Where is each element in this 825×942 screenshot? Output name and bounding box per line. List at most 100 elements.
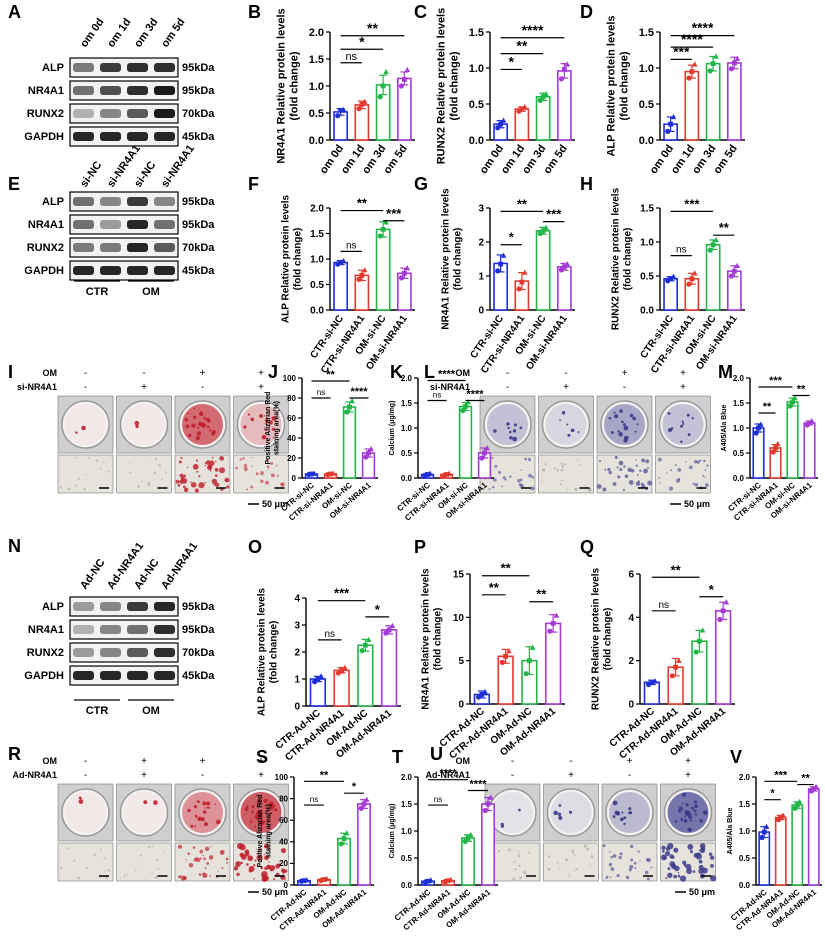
- chart-G: G 0 1 2 3 NR4A1 Relative protein levels (fold …: [414, 174, 575, 376]
- data-point: [361, 267, 368, 273]
- micrograph-speckle: [239, 852, 245, 858]
- micrograph-speckle: [251, 456, 253, 459]
- micrograph-speckle: [609, 851, 611, 853]
- data-point: [710, 242, 716, 248]
- stain-speckle: [134, 420, 140, 426]
- blot-strip: [69, 103, 179, 124]
- stain-speckle: [143, 800, 148, 805]
- protein-band: [127, 266, 148, 275]
- stain-speckle: [207, 419, 211, 423]
- micrograph-speckle: [674, 464, 677, 466]
- micrograph-speckle: [103, 871, 106, 873]
- micrograph-speckle: [710, 875, 717, 882]
- stain-speckle: [206, 425, 210, 429]
- stain-speckle: [269, 801, 274, 806]
- stain-speckle: [259, 414, 263, 418]
- stain-speckle: [636, 423, 639, 426]
- stain-speckle: [618, 431, 623, 437]
- stain-speckle: [614, 414, 619, 419]
- y-tick-label: 0: [458, 700, 464, 711]
- y-axis-label: (fold change): [433, 608, 444, 671]
- well-stain: [123, 792, 165, 833]
- data-point: [558, 76, 565, 82]
- micrograph-speckle: [204, 846, 210, 852]
- data-point: [404, 265, 411, 271]
- micrograph-speckle: [260, 471, 264, 476]
- micrograph-speckle: [663, 856, 667, 860]
- stain-speckle: [680, 440, 683, 444]
- data-point: [335, 113, 341, 119]
- stain-speckle: [614, 810, 619, 815]
- significance-label: ns: [310, 795, 318, 804]
- micrograph-speckle: [605, 876, 608, 879]
- y-tick-label: 2.0: [401, 773, 413, 782]
- panel-letter: A: [8, 2, 21, 22]
- micrograph-speckle: [639, 469, 642, 473]
- micrograph-speckle: [199, 849, 204, 854]
- data-point: [465, 399, 471, 405]
- micrograph-speckle: [528, 851, 531, 854]
- micrograph-speckle: [155, 858, 159, 861]
- data-point: [389, 622, 396, 629]
- micrograph-speckle: [103, 461, 105, 464]
- stain-speckle: [78, 799, 84, 804]
- micrograph-speckle: [221, 867, 224, 870]
- data-point: [699, 627, 706, 633]
- stain-speckle: [196, 431, 202, 436]
- micrograph-speckle: [617, 475, 621, 479]
- micrograph-speckle: [502, 476, 506, 480]
- micrograph-speckle: [211, 456, 214, 459]
- micrograph-speckle: [75, 484, 78, 487]
- stain-speckle: [694, 804, 698, 809]
- panel-letter: H: [580, 174, 593, 194]
- micrograph-speckle: [645, 459, 650, 464]
- y-axis-label: staining area(%): [273, 401, 280, 455]
- blot-strip: [69, 214, 179, 235]
- micrograph-speckle: [204, 481, 206, 484]
- kda-label: 95kDa: [182, 85, 215, 97]
- data-point: [696, 638, 702, 644]
- y-tick-label: 1.0: [639, 63, 654, 75]
- y-tick-label: 2: [478, 238, 484, 249]
- micrograph-speckle: [493, 478, 497, 482]
- micrograph-speckle: [564, 858, 568, 862]
- om-sign: -: [506, 368, 509, 379]
- significance-label: **: [801, 773, 810, 785]
- treatment-sign: -: [623, 382, 626, 393]
- micrograph-speckle: [158, 464, 161, 467]
- micrograph-speckle: [686, 868, 692, 875]
- micrograph-speckle: [518, 855, 521, 858]
- micrograph-speckle: [630, 468, 635, 473]
- y-tick-label: 1.5: [310, 229, 324, 240]
- micrograph-speckle: [590, 865, 592, 867]
- stain-speckle: [243, 425, 247, 429]
- kda-label: 95kDa: [182, 196, 215, 208]
- data-point: [691, 270, 698, 276]
- micrograph-speckle: [575, 868, 578, 871]
- stain-speckle: [613, 411, 616, 414]
- micrograph-speckle: [198, 873, 202, 876]
- micrograph-speckle: [574, 869, 576, 871]
- data-point: [543, 224, 549, 230]
- micrograph-speckle: [108, 470, 111, 473]
- micrograph-speckle: [628, 479, 634, 485]
- data-point: [383, 68, 389, 75]
- blot-strip: [69, 260, 179, 281]
- micrograph-speckle: [260, 479, 264, 484]
- micrograph-speckle: [512, 877, 516, 881]
- data-point: [401, 270, 407, 276]
- micrograph-speckle: [157, 868, 160, 871]
- micrograph-speckle: [531, 475, 535, 479]
- panel-letter: I: [8, 362, 13, 382]
- micrograph-speckle: [255, 472, 259, 476]
- y-axis-label: (fold change): [623, 228, 634, 291]
- micrograph-speckle: [517, 853, 520, 856]
- micrograph-speckle: [164, 471, 167, 474]
- well-dish: [236, 400, 286, 449]
- y-tick-label: 6: [628, 570, 634, 581]
- panel-letter: J: [268, 362, 278, 382]
- protein-band: [127, 86, 148, 95]
- significance-label: ns: [434, 795, 442, 804]
- micrograph-speckle: [710, 855, 715, 860]
- data-point: [321, 877, 327, 882]
